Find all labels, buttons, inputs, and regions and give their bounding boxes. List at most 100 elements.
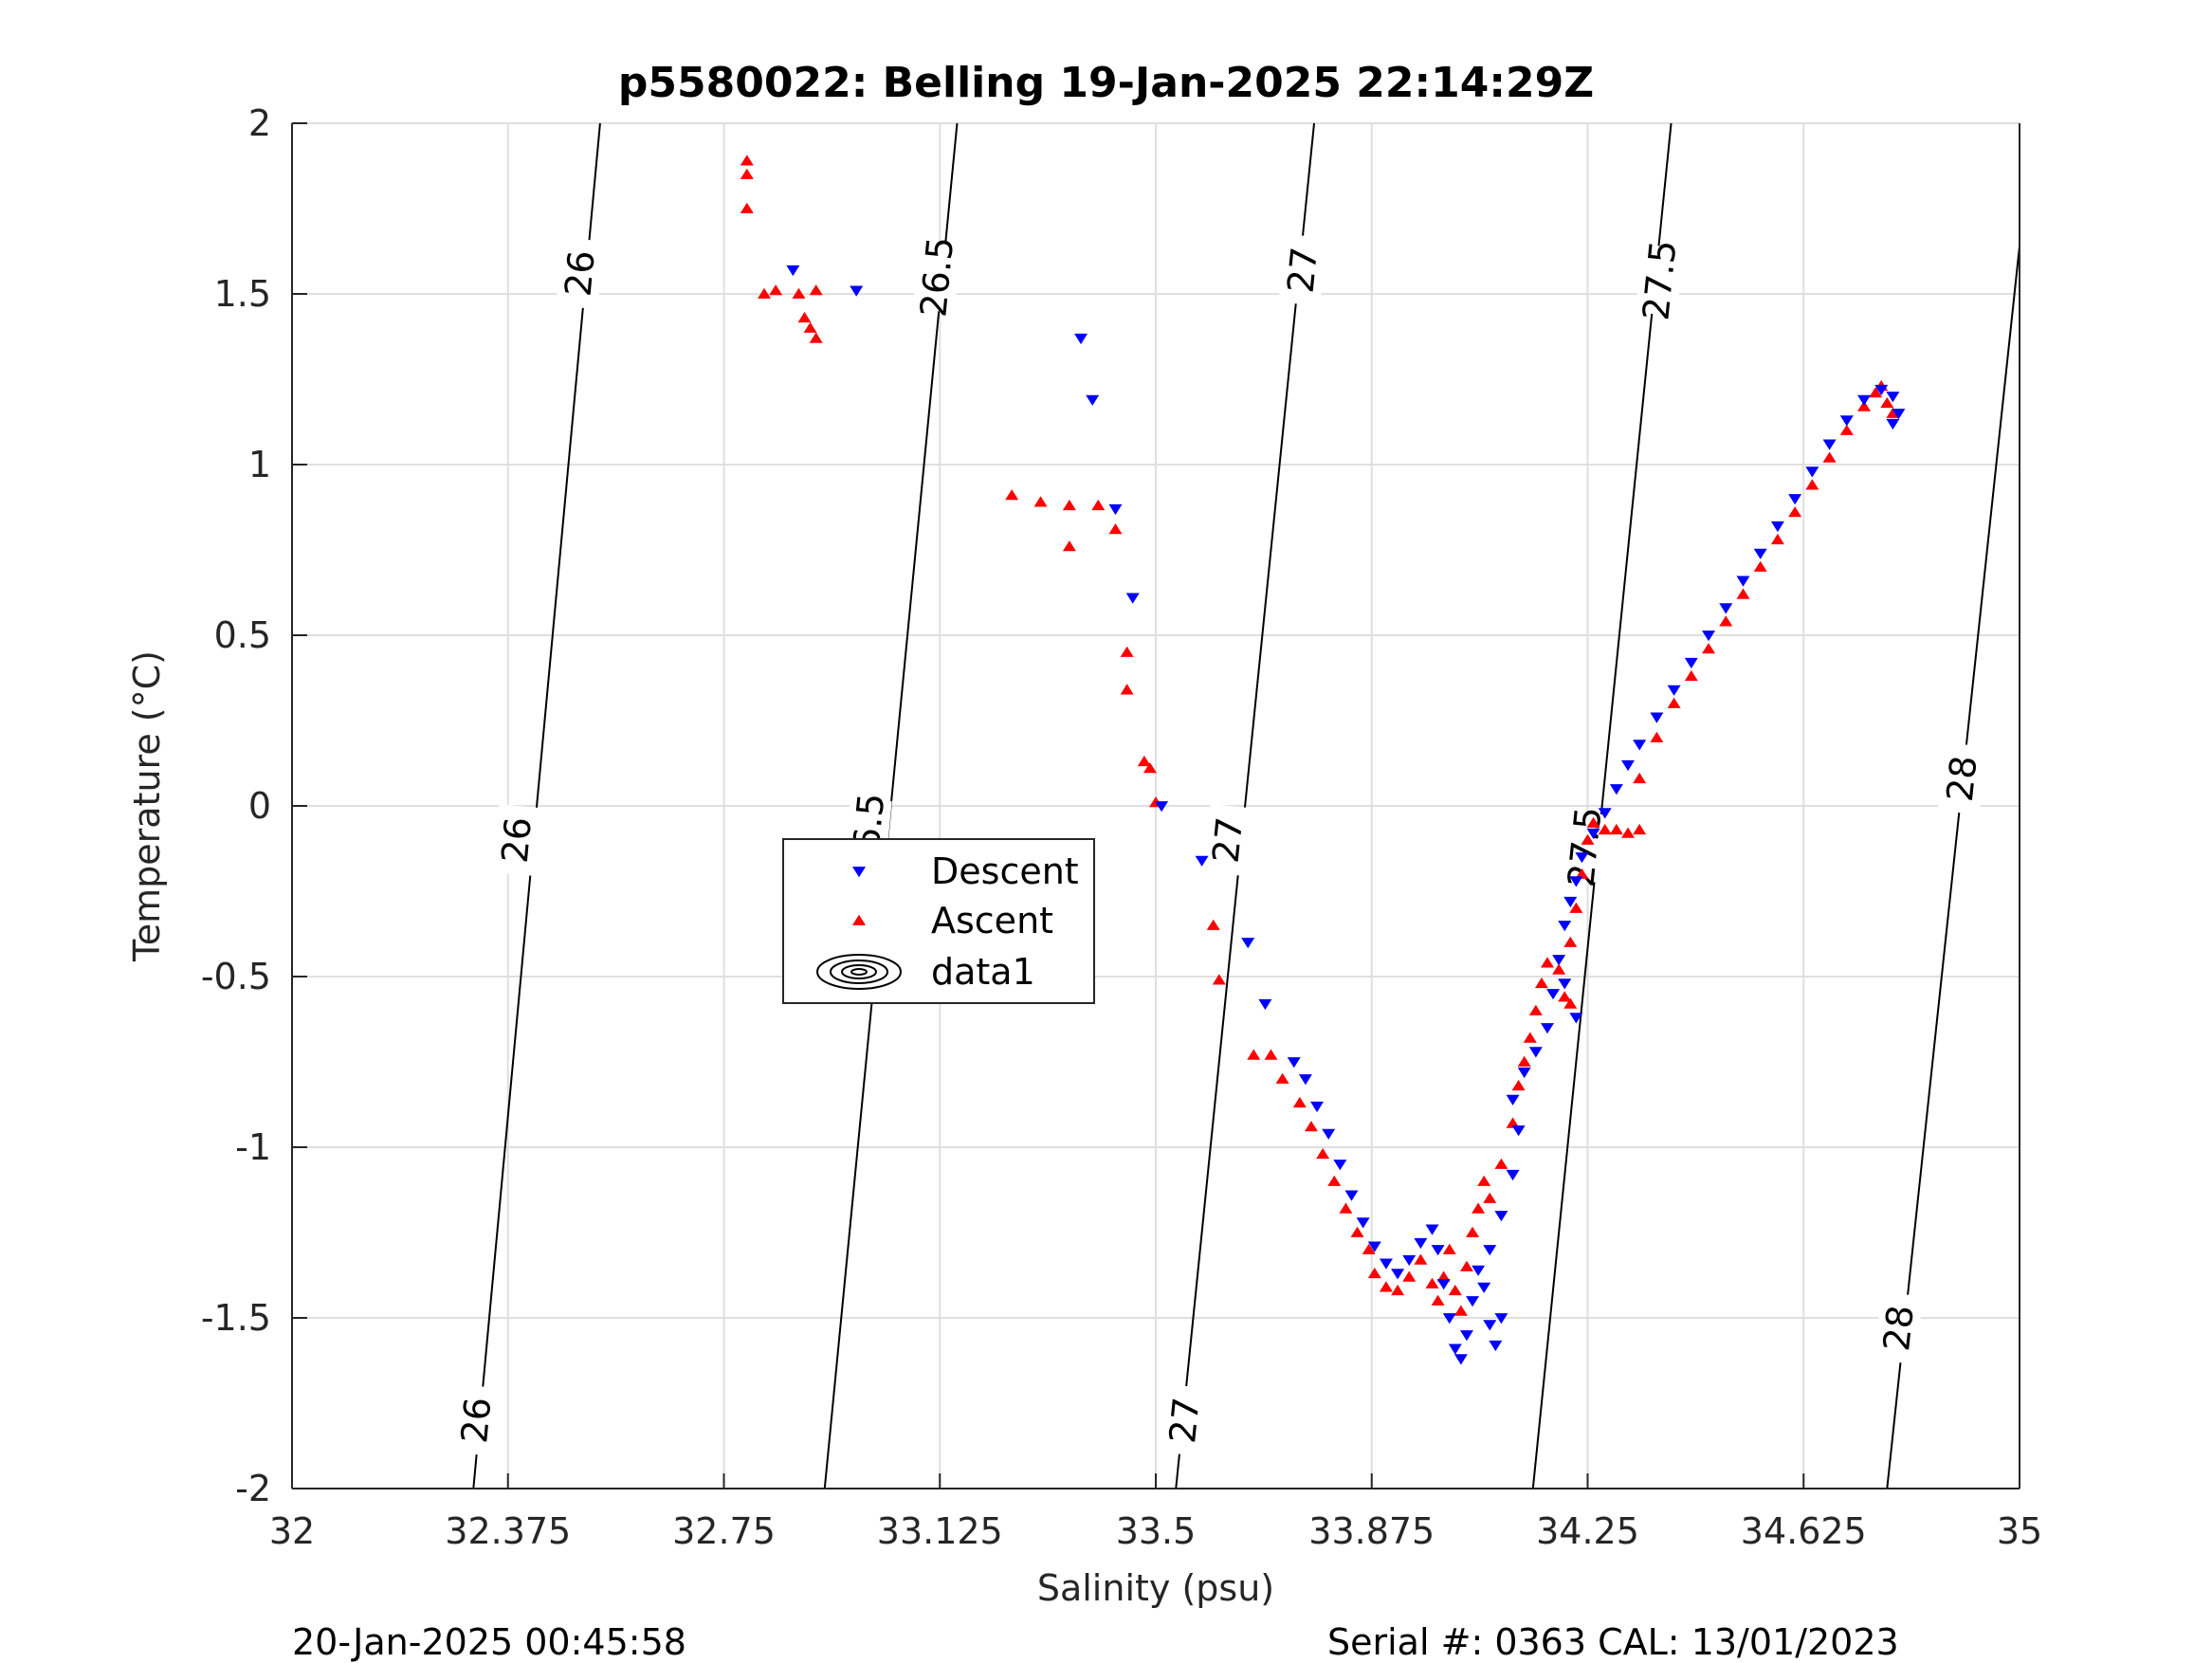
descent-point: [1344, 1190, 1359, 1201]
descent-point: [1667, 685, 1681, 696]
ascent-point: [1120, 646, 1134, 657]
ascent-point: [1667, 697, 1681, 708]
ascent-point: [1091, 499, 1106, 511]
y-tick-label: -1: [235, 1126, 271, 1168]
ascent-point: [1459, 1260, 1473, 1271]
ascent-point: [1466, 1226, 1480, 1237]
descent-point: [1310, 1101, 1325, 1113]
timestamp-footer: 20-Jan-2025 00:45:58: [292, 1621, 686, 1663]
descent-point: [1552, 955, 1566, 966]
ascent-point: [1264, 1049, 1278, 1060]
isopycnal-line: [1531, 122, 1673, 1489]
x-tick-label: 35: [1997, 1510, 2042, 1552]
ascent-point: [1650, 731, 1664, 742]
isopycnal-label-bg: [912, 241, 961, 313]
descent-point: [1569, 876, 1583, 887]
ascent-point: [1581, 833, 1595, 845]
descent-point: [1736, 576, 1750, 587]
isopycnal-label: 26: [494, 815, 539, 865]
descent-point: [1540, 1023, 1554, 1034]
descent-point: [1074, 333, 1088, 345]
descent-point: [1466, 1296, 1480, 1307]
ascent-point: [1033, 496, 1048, 507]
descent-point: [1650, 712, 1664, 723]
descent-point: [1414, 1237, 1428, 1250]
ascent-point: [1448, 1284, 1462, 1296]
ascent-point: [1436, 1270, 1451, 1282]
ascent-point: [803, 321, 817, 333]
ascent-point: [1736, 588, 1750, 599]
descent-point: [1506, 1169, 1520, 1181]
isopycnal-label-bg: [1160, 1383, 1209, 1457]
descent-point: [1483, 1320, 1497, 1331]
y-tick-label: -2: [235, 1468, 271, 1509]
descent-point: [1195, 855, 1209, 867]
ascent-point: [758, 287, 772, 299]
descent-point: [1322, 1128, 1336, 1140]
ascent-point: [740, 202, 754, 213]
ascent-point: [1633, 823, 1647, 835]
descent-point: [1477, 1282, 1491, 1293]
ascent-point: [1379, 1281, 1393, 1292]
descent-point: [1258, 998, 1272, 1011]
ascent-point: [1304, 1121, 1318, 1132]
descent-point: [1598, 808, 1612, 819]
legend-entry-label: Ascent: [931, 900, 1053, 941]
ascent-point: [1391, 1284, 1405, 1296]
chart-title: p5580022: Belling 19-Jan-2025 22:14:29Z: [617, 59, 1595, 107]
ascent-point: [1442, 1243, 1456, 1254]
ascent-point: [1569, 902, 1583, 913]
ascent-point: [1206, 919, 1220, 930]
ascent-point: [1684, 669, 1698, 682]
x-axis-label: Salinity (psu): [1037, 1567, 1274, 1609]
ascent-point: [1143, 762, 1157, 774]
y-tick-label: 1.5: [214, 273, 271, 315]
ascent-point: [1586, 816, 1600, 828]
ascent-point: [1108, 523, 1123, 535]
ascent-point: [1483, 1192, 1497, 1203]
isopycnal-line: [1886, 246, 2020, 1489]
ascent-point: [1633, 772, 1647, 784]
ascent-point: [1558, 991, 1572, 1002]
ascent-point: [1702, 643, 1716, 654]
isopycnal-label: 26.5: [912, 235, 961, 319]
descent-point: [1459, 1330, 1473, 1342]
descent-point: [1558, 921, 1572, 932]
isopycnal-label-bg: [1937, 742, 1986, 815]
descent-point: [1442, 1313, 1456, 1325]
descent-point: [1472, 1265, 1486, 1276]
isopycnal-line: [1175, 122, 1316, 1489]
legend-descent-marker: [852, 867, 866, 878]
ascent-point: [769, 284, 783, 296]
x-tick-label: 32: [269, 1510, 315, 1552]
descent-point: [1719, 603, 1733, 614]
descent-point: [1506, 1094, 1520, 1106]
ascent-point: [1362, 1243, 1376, 1254]
descent-point: [1886, 418, 1900, 430]
descent-point: [1108, 503, 1123, 516]
descent-point: [1805, 466, 1819, 478]
x-tick-label: 33.5: [1116, 1510, 1197, 1552]
ascent-point: [1431, 1294, 1445, 1306]
ascent-point: [740, 155, 754, 166]
x-tick-label: 33.875: [1308, 1510, 1435, 1552]
isopycnal-label-bg: [1278, 233, 1327, 306]
ascent-point: [1563, 997, 1578, 1009]
descent-point: [850, 285, 864, 297]
ascent-point: [1609, 823, 1623, 835]
ascent-point: [1120, 684, 1134, 695]
ascent-point: [1805, 479, 1819, 490]
ascent-point: [1425, 1277, 1439, 1288]
legend-contour-icon: [816, 954, 902, 990]
ascent-point: [1453, 1305, 1468, 1316]
isopycnal-label-bg: [556, 237, 604, 310]
descent-point: [1702, 630, 1716, 642]
ascent-point: [1137, 755, 1151, 767]
ascent-point: [1350, 1226, 1364, 1237]
ascent-point: [797, 311, 812, 323]
descent-point: [1788, 494, 1802, 505]
y-tick-label: 0.5: [214, 614, 271, 656]
ascent-point: [1316, 1147, 1330, 1160]
ascent-point: [1621, 827, 1636, 838]
